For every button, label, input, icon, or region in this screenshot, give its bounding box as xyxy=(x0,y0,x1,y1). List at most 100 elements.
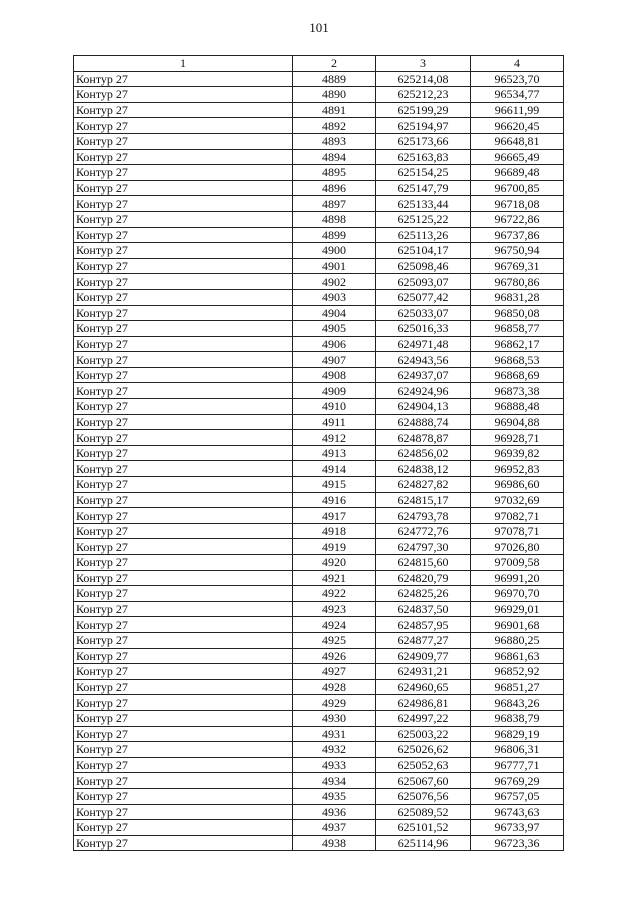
x-coordinate-cell: 624793,78 xyxy=(375,507,471,524)
y-coordinate-cell: 96534,77 xyxy=(470,86,564,103)
y-coordinate-cell: 96620,45 xyxy=(470,117,564,134)
y-coordinate-cell: 97082,71 xyxy=(470,507,564,524)
contour-name-cell: Контур 27 xyxy=(73,320,293,337)
y-coordinate-cell: 96611,99 xyxy=(470,101,564,119)
coordinates-table: 1 2 3 4 Контур 27 4889 625214,08 96523,70 Ко… xyxy=(73,55,564,852)
point-number-cell: 4901 xyxy=(292,257,376,275)
point-number-cell: 4919 xyxy=(292,538,376,555)
point-number-cell: 4900 xyxy=(292,242,376,259)
table-row: Контур 27 4896 625147,79 96700,85 xyxy=(73,179,564,197)
table-row: Контур 27 4934 625067,60 96769,29 xyxy=(73,772,564,789)
contour-name-cell: Контур 27 xyxy=(73,647,293,665)
y-coordinate-cell: 96851,27 xyxy=(470,678,564,696)
contour-name-cell: Контур 27 xyxy=(73,694,293,711)
point-number-cell: 4934 xyxy=(292,772,376,789)
table-row: Контур 27 4905 625016,33 96858,77 xyxy=(73,320,564,337)
y-coordinate-cell: 96718,08 xyxy=(470,195,564,212)
contour-name-cell: Контур 27 xyxy=(73,444,293,462)
point-number-cell: 4933 xyxy=(292,756,376,774)
contour-name-cell: Контур 27 xyxy=(73,476,293,493)
point-number-cell: 4911 xyxy=(292,413,376,431)
table-row: Контур 27 4924 624857,95 96901,68 xyxy=(73,616,564,633)
x-coordinate-cell: 625113,26 xyxy=(375,226,471,244)
table-row: Контур 27 4891 625199,29 96611,99 xyxy=(73,101,564,119)
table-row: Контур 27 4902 625093,07 96780,86 xyxy=(73,273,564,290)
y-coordinate-cell: 96777,71 xyxy=(470,756,564,774)
x-coordinate-cell: 625026,62 xyxy=(375,741,471,758)
point-number-cell: 4923 xyxy=(292,600,376,618)
table-row: Контур 27 4889 625214,08 96523,70 xyxy=(73,70,564,88)
table-row: Контур 27 4900 625104,17 96750,94 xyxy=(73,242,564,259)
x-coordinate-cell: 625147,79 xyxy=(375,179,471,197)
point-number-cell: 4929 xyxy=(292,694,376,711)
x-coordinate-cell: 624943,56 xyxy=(375,351,471,368)
point-number-cell: 4904 xyxy=(292,304,376,322)
contour-name-cell: Контур 27 xyxy=(73,709,293,727)
y-coordinate-cell: 96850,08 xyxy=(470,304,564,322)
contour-name-cell: Контур 27 xyxy=(73,351,293,368)
contour-name-cell: Контур 27 xyxy=(73,195,293,212)
contour-name-cell: Контур 27 xyxy=(73,631,293,649)
contour-name-cell: Контур 27 xyxy=(73,101,293,119)
contour-name-cell: Контур 27 xyxy=(73,834,293,852)
x-coordinate-cell: 624931,21 xyxy=(375,663,471,680)
y-coordinate-cell: 96928,71 xyxy=(470,429,564,446)
point-number-cell: 4910 xyxy=(292,398,376,415)
x-coordinate-cell: 625214,08 xyxy=(375,70,471,88)
table-row: Контур 27 4928 624960,65 96851,27 xyxy=(73,678,564,696)
table-row: Контур 27 4906 624971,48 96862,17 xyxy=(73,335,564,353)
table-row: Контур 27 4907 624943,56 96868,53 xyxy=(73,351,564,368)
y-coordinate-cell: 96757,05 xyxy=(470,787,564,805)
y-coordinate-cell: 96986,60 xyxy=(470,476,564,493)
table-row: Контур 27 4921 624820,79 96991,20 xyxy=(73,569,564,587)
y-coordinate-cell: 96829,19 xyxy=(470,725,564,743)
x-coordinate-cell: 624820,79 xyxy=(375,569,471,587)
table-row: Контур 27 4912 624878,87 96928,71 xyxy=(73,429,564,446)
y-coordinate-cell: 97026,80 xyxy=(470,538,564,555)
y-coordinate-cell: 96743,63 xyxy=(470,803,564,821)
point-number-cell: 4922 xyxy=(292,585,376,602)
point-number-cell: 4898 xyxy=(292,210,376,228)
point-number-cell: 4913 xyxy=(292,444,376,462)
point-number-cell: 4895 xyxy=(292,164,376,181)
contour-name-cell: Контур 27 xyxy=(73,148,293,166)
x-coordinate-cell: 625093,07 xyxy=(375,273,471,290)
point-number-cell: 4930 xyxy=(292,709,376,727)
contour-name-cell: Контур 27 xyxy=(73,117,293,134)
y-coordinate-cell: 96523,70 xyxy=(470,70,564,88)
y-coordinate-cell: 96862,17 xyxy=(470,335,564,353)
point-number-cell: 4938 xyxy=(292,834,376,852)
table-row: Контур 27 4894 625163,83 96665,49 xyxy=(73,148,564,166)
table-row: Контур 27 4909 624924,96 96873,38 xyxy=(73,382,564,400)
x-coordinate-cell: 624815,60 xyxy=(375,554,471,571)
contour-name-cell: Контур 27 xyxy=(73,179,293,197)
contour-name-cell: Контур 27 xyxy=(73,819,293,836)
table-row: Контур 27 4915 624827,82 96986,60 xyxy=(73,476,564,493)
table-row: Контур 27 4936 625089,52 96743,63 xyxy=(73,803,564,821)
contour-name-cell: Контур 27 xyxy=(73,803,293,821)
contour-name-cell: Контур 27 xyxy=(73,787,293,805)
y-coordinate-cell: 96852,92 xyxy=(470,663,564,680)
y-coordinate-cell: 96769,31 xyxy=(470,257,564,275)
contour-name-cell: Контур 27 xyxy=(73,210,293,228)
point-number-cell: 4891 xyxy=(292,101,376,119)
table-row: Контур 27 4919 624797,30 97026,80 xyxy=(73,538,564,555)
y-coordinate-cell: 96888,48 xyxy=(470,398,564,415)
contour-name-cell: Контур 27 xyxy=(73,725,293,743)
x-coordinate-cell: 624857,95 xyxy=(375,616,471,633)
contour-name-cell: Контур 27 xyxy=(73,366,293,384)
x-coordinate-cell: 625089,52 xyxy=(375,803,471,821)
contour-name-cell: Контур 27 xyxy=(73,335,293,353)
table-row: Контур 27 4897 625133,44 96718,08 xyxy=(73,195,564,212)
contour-name-cell: Контур 27 xyxy=(73,616,293,633)
table-row: Контур 27 4935 625076,56 96757,05 xyxy=(73,787,564,805)
y-coordinate-cell: 96780,86 xyxy=(470,273,564,290)
x-coordinate-cell: 624797,30 xyxy=(375,538,471,555)
x-coordinate-cell: 625133,44 xyxy=(375,195,471,212)
contour-name-cell: Контур 27 xyxy=(73,554,293,571)
x-coordinate-cell: 625194,97 xyxy=(375,117,471,134)
header-cell: 2 xyxy=(292,55,376,72)
x-coordinate-cell: 625101,52 xyxy=(375,819,471,836)
table-row: Контур 27 4917 624793,78 97082,71 xyxy=(73,507,564,524)
point-number-cell: 4908 xyxy=(292,366,376,384)
